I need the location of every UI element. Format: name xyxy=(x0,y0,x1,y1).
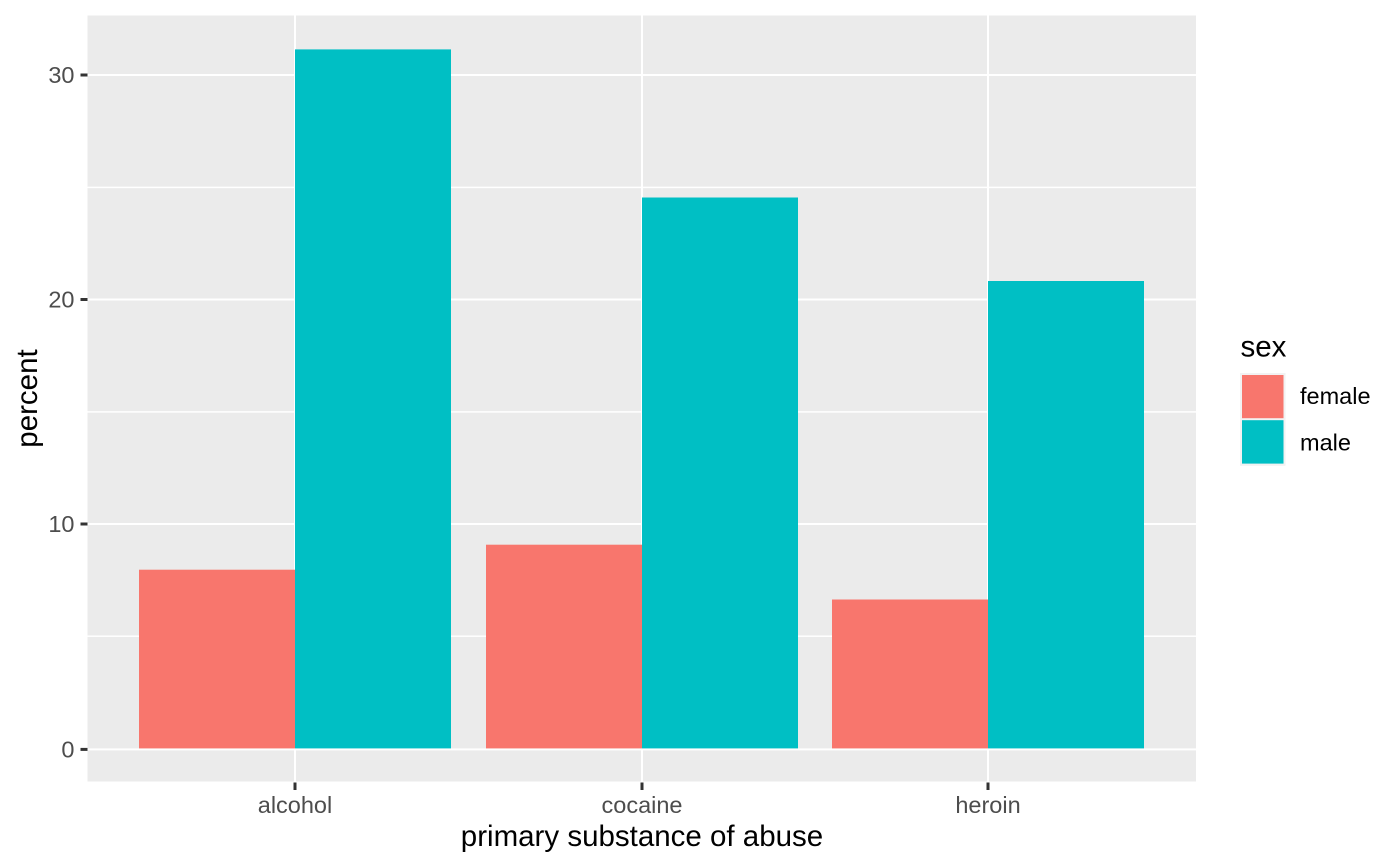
svg-text:male: male xyxy=(1300,430,1351,456)
svg-text:10: 10 xyxy=(48,511,74,537)
svg-text:cocaine: cocaine xyxy=(602,792,683,818)
svg-text:heroin: heroin xyxy=(955,792,1020,818)
svg-text:0: 0 xyxy=(61,737,74,763)
svg-text:alcohol: alcohol xyxy=(258,792,332,818)
svg-text:percent: percent xyxy=(11,349,44,447)
svg-text:female: female xyxy=(1300,383,1371,409)
svg-text:20: 20 xyxy=(48,287,74,313)
svg-text:sex: sex xyxy=(1241,330,1287,363)
svg-text:primary substance of abuse: primary substance of abuse xyxy=(461,820,823,853)
svg-text:30: 30 xyxy=(48,62,74,88)
